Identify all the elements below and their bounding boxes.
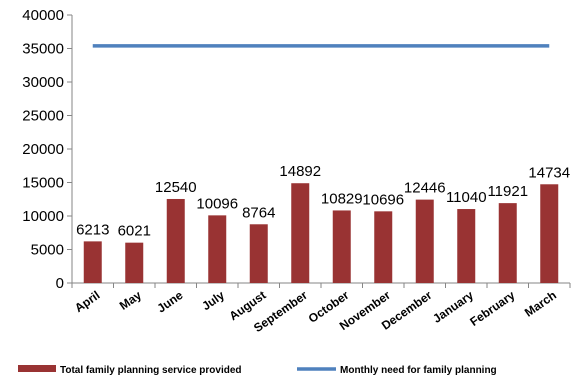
legend: Total family planning service provided M…	[18, 365, 497, 376]
y-tick-label: 25000	[22, 108, 64, 125]
x-tick-label: March	[522, 288, 559, 320]
bar-data-label: 10096	[196, 195, 238, 212]
y-tick-label: 5000	[31, 242, 64, 259]
bar-data-label: 6021	[118, 223, 151, 240]
bar	[291, 183, 310, 283]
legend-swatch-bar	[18, 365, 56, 372]
bar-data-label: 10829	[321, 190, 363, 207]
y-tick-label: 0	[56, 275, 64, 292]
x-axis: April May June July AugustSeptemberOctoberNo…	[71, 282, 571, 335]
y-tick-label: 15000	[22, 175, 64, 192]
legend-label-line: Monthly need for family planning	[340, 365, 497, 376]
y-axis: 0 5000 10000 15000 20000 25000 30000 35000 40000	[22, 7, 73, 292]
bar-series	[83, 183, 559, 283]
legend-label-bar: Total family planning service provided	[60, 365, 242, 376]
bar	[83, 241, 102, 283]
bar-data-label: 10696	[362, 191, 404, 208]
bar	[457, 209, 476, 283]
bar	[374, 211, 393, 283]
bar	[415, 199, 434, 283]
bar-data-label: 14892	[279, 163, 321, 180]
bar	[166, 198, 185, 283]
bar	[540, 184, 559, 283]
x-tick-label: April	[72, 288, 102, 315]
y-tick-label: 30000	[22, 74, 64, 91]
bar-data-label: 12446	[404, 180, 446, 197]
x-tick-label: February	[467, 288, 517, 329]
x-tick-label: June	[154, 288, 185, 316]
bar	[208, 215, 227, 283]
bar-data-label: 11921	[487, 183, 528, 200]
y-tick-label: 35000	[22, 41, 64, 58]
bar-data-label: 11040	[446, 189, 487, 206]
x-tick-label: July	[199, 288, 227, 313]
y-tick-label: 40000	[22, 7, 64, 24]
x-tick-label: May	[117, 288, 144, 313]
bar-data-label: 6213	[76, 221, 109, 238]
bar	[332, 210, 351, 283]
y-tick-label: 20000	[22, 141, 64, 158]
bar-data-label: 14734	[528, 164, 570, 181]
y-tick-label: 10000	[22, 208, 64, 225]
bar	[125, 242, 144, 283]
bar-data-label: 8764	[242, 204, 275, 221]
bar	[249, 224, 268, 283]
bar-data-label: 12540	[155, 179, 197, 196]
bar	[498, 203, 517, 283]
